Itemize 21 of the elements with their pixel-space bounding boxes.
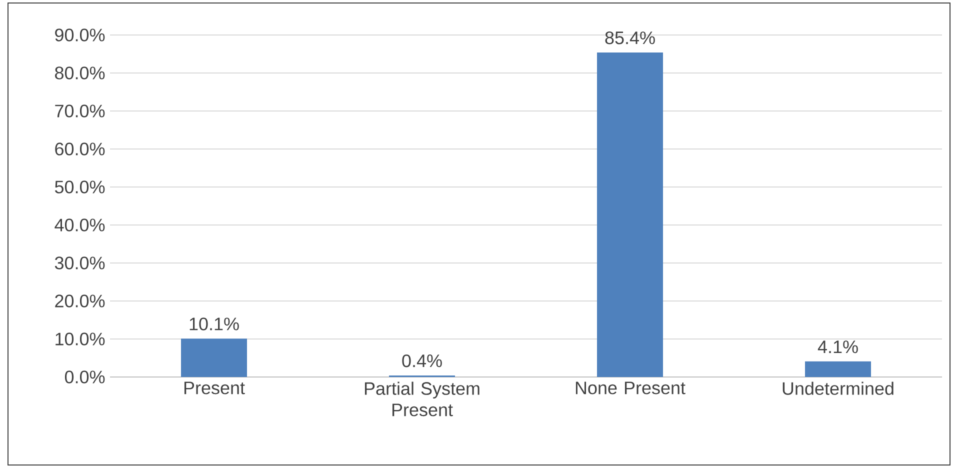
y-tick-label: 60.0% — [55, 142, 105, 156]
data-label: 0.4% — [402, 354, 442, 368]
y-tick-label: 90.0% — [55, 28, 105, 42]
x-tick-label: Undetermined — [782, 382, 894, 395]
y-tick-label: 50.0% — [54, 180, 105, 194]
y-tick-label: 70.0% — [55, 104, 105, 118]
x-tick-label: None Present — [576, 382, 686, 394]
y-tick-label: 20.0% — [55, 294, 105, 308]
data-label: 4.1% — [818, 340, 858, 354]
y-tick-label: 10.0% — [56, 332, 105, 346]
data-label: 10.1% — [190, 318, 239, 330]
x-tick-label: Present — [184, 382, 245, 394]
y-tick-label: 40.0% — [54, 218, 105, 232]
bar — [805, 361, 872, 377]
y-tick-label: 30.0% — [54, 256, 105, 270]
x-tick-label: Partial System Present — [364, 382, 480, 416]
bar — [597, 52, 664, 377]
y-tick-label: 80.0% — [55, 66, 105, 80]
y-tick-label: 0.0% — [64, 370, 105, 384]
data-label: 85.4% — [605, 31, 655, 44]
bar — [181, 338, 248, 377]
